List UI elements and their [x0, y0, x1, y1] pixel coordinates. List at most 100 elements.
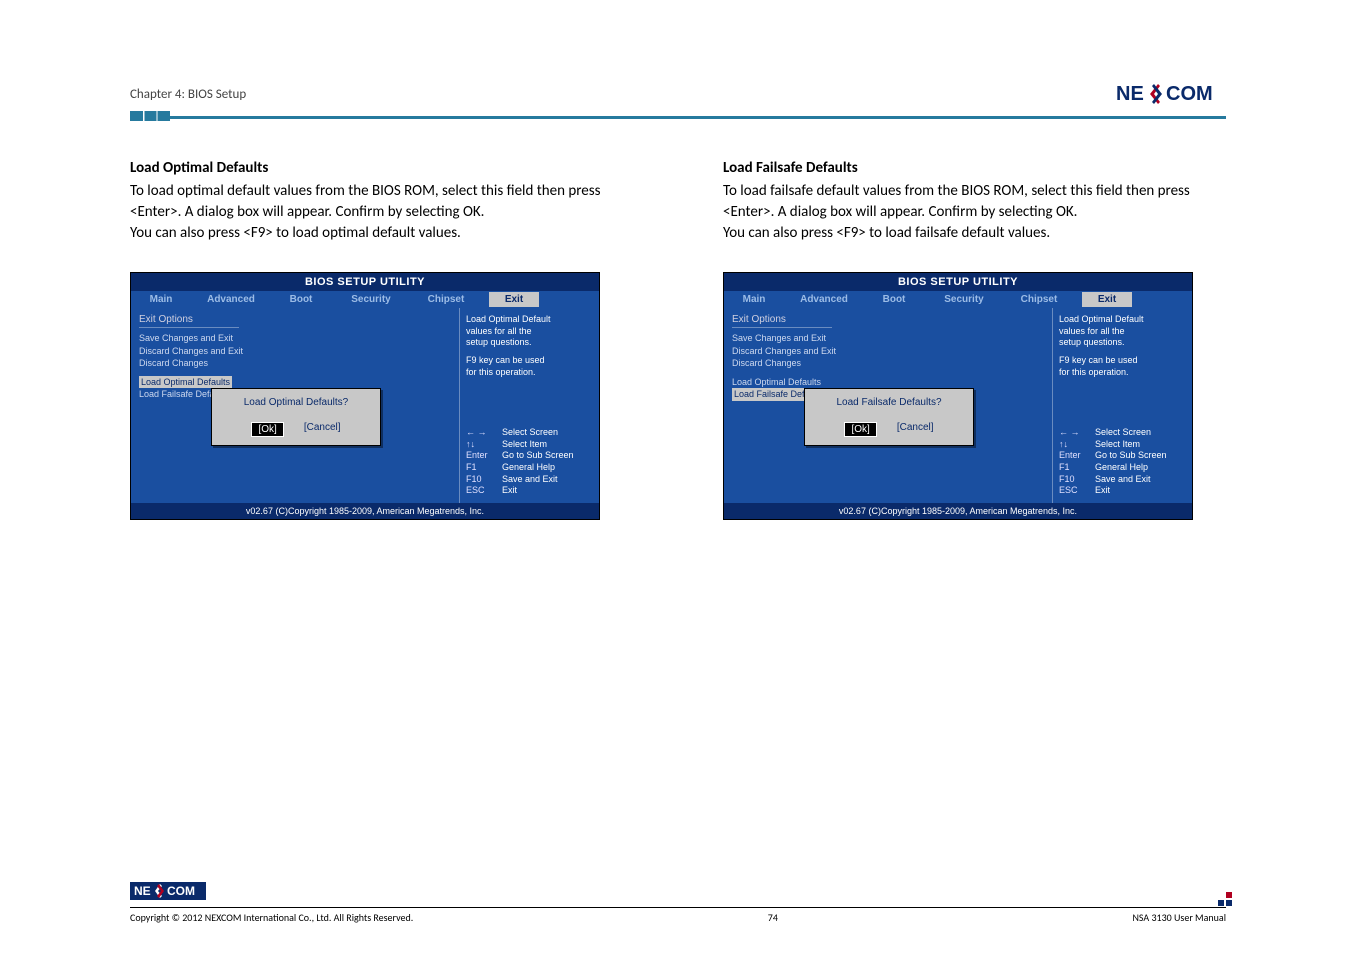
- left-title: Load Optimal Defaults: [130, 159, 633, 177]
- key-esc-2: ESC: [1059, 485, 1095, 497]
- bios-help-pane-2: Load Optimal Default values for all the …: [1052, 308, 1192, 503]
- key-lr-desc-2: Select Screen: [1095, 427, 1151, 439]
- key-enter-2: Enter: [1059, 450, 1095, 462]
- footer-copyright: Copyright © 2012 NEXCOM International Co…: [130, 911, 413, 924]
- item-save-exit[interactable]: Save Changes and Exit: [139, 332, 451, 345]
- exit-options-label: Exit Options: [139, 314, 451, 325]
- tab-boot[interactable]: Boot: [271, 291, 331, 308]
- tab-security-2[interactable]: Security: [924, 291, 1004, 308]
- bios-left-pane-2: Exit Options Save Changes and Exit Disca…: [724, 308, 1052, 503]
- key-f10-desc-2: Save and Exit: [1095, 474, 1151, 486]
- item-discard-2[interactable]: Discard Changes: [732, 357, 1044, 370]
- bios-screenshot-failsafe: BIOS SETUP UTILITY Main Advanced Boot Se…: [723, 272, 1193, 520]
- bios-screenshot-optimal: BIOS SETUP UTILITY Main Advanced Boot Se…: [130, 272, 600, 520]
- key-enter: Enter: [466, 450, 502, 462]
- footer-manual: NSA 3130 User Manual: [1132, 911, 1226, 924]
- left-body-1: To load optimal default values from the …: [130, 182, 601, 221]
- right-column: Load Failsafe Defaults To load failsafe …: [723, 159, 1226, 520]
- help-line-3b: setup questions.: [1059, 337, 1186, 349]
- tab-chipset[interactable]: Chipset: [411, 291, 481, 308]
- key-f1: F1: [466, 462, 502, 474]
- help-line-3: setup questions.: [466, 337, 593, 349]
- key-f10: F10: [466, 474, 502, 486]
- bios-footer: v02.67 (C)Copyright 1985-2009, American …: [131, 503, 599, 519]
- help-line-2: values for all the: [466, 326, 593, 338]
- bios-tabs-2: Main Advanced Boot Security Chipset Exit: [724, 291, 1192, 308]
- exit-divider: [139, 327, 239, 328]
- help-line-5b: for this operation.: [1059, 367, 1186, 379]
- key-f1-desc-2: General Help: [1095, 462, 1148, 474]
- tab-boot-2[interactable]: Boot: [864, 291, 924, 308]
- tab-advanced-2[interactable]: Advanced: [784, 291, 864, 308]
- bios-title-2: BIOS SETUP UTILITY: [724, 273, 1192, 291]
- left-body: To load optimal default values from the …: [130, 181, 633, 244]
- help-line-1b: Load Optimal Default: [1059, 314, 1186, 326]
- item-discard-exit[interactable]: Discard Changes and Exit: [139, 345, 451, 358]
- dialog-ok-button[interactable]: [Ok]: [251, 422, 283, 437]
- key-esc: ESC: [466, 485, 502, 497]
- tab-exit-2[interactable]: Exit: [1082, 292, 1132, 307]
- tab-chipset-2[interactable]: Chipset: [1004, 291, 1074, 308]
- key-ud-desc-2: Select Item: [1095, 439, 1140, 451]
- right-body-1: To load failsafe default values from the…: [723, 182, 1190, 221]
- key-f1-desc: General Help: [502, 462, 555, 474]
- item-discard[interactable]: Discard Changes: [139, 357, 451, 370]
- help-line-4b: F9 key can be used: [1059, 355, 1186, 367]
- svg-text:COM: COM: [167, 884, 195, 898]
- key-lr-desc: Select Screen: [502, 427, 558, 439]
- footer-logo: NE COM: [130, 882, 1226, 905]
- page-footer: NE COM Copyright © 2012 NEXCOM Internati…: [130, 882, 1226, 924]
- dialog-optimal: Load Optimal Defaults? [Ok] [Cancel]: [211, 388, 381, 446]
- help-line-1: Load Optimal Default: [466, 314, 593, 326]
- exit-options-label-2: Exit Options: [732, 314, 1044, 325]
- key-ud-2: ↑↓: [1059, 439, 1095, 451]
- item-load-optimal-2[interactable]: Load Optimal Defaults: [732, 376, 1044, 389]
- help-line-2b: values for all the: [1059, 326, 1186, 338]
- right-title: Load Failsafe Defaults: [723, 159, 1226, 177]
- header-rule: [130, 116, 1226, 119]
- svg-text:NE: NE: [1116, 83, 1144, 105]
- left-column: Load Optimal Defaults To load optimal de…: [130, 159, 633, 520]
- tab-advanced[interactable]: Advanced: [191, 291, 271, 308]
- key-enter-desc-2: Go to Sub Screen: [1095, 450, 1167, 462]
- dialog-question-2: Load Failsafe Defaults?: [813, 397, 965, 408]
- bios-left-pane: Exit Options Save Changes and Exit Disca…: [131, 308, 459, 503]
- dialog-question: Load Optimal Defaults?: [220, 397, 372, 408]
- key-lr-2: ← →: [1059, 427, 1095, 439]
- help-keys-2: ← →Select Screen ↑↓Select Item EnterGo t…: [1059, 427, 1186, 497]
- key-ud-desc: Select Item: [502, 439, 547, 451]
- key-esc-desc: Exit: [502, 485, 517, 497]
- bios-title: BIOS SETUP UTILITY: [131, 273, 599, 291]
- footer-page: 74: [768, 911, 778, 924]
- dialog-cancel-button-2[interactable]: [Cancel]: [897, 422, 934, 437]
- right-body-2: You can also press <F9> to load failsafe…: [723, 224, 1050, 242]
- chapter-label: Chapter 4: BIOS Setup: [130, 87, 246, 102]
- svg-text:NE: NE: [134, 884, 151, 898]
- tab-main[interactable]: Main: [131, 291, 191, 308]
- tab-security[interactable]: Security: [331, 291, 411, 308]
- dialog-cancel-button[interactable]: [Cancel]: [304, 422, 341, 437]
- bios-help-pane: Load Optimal Default values for all the …: [459, 308, 599, 503]
- help-line-5: for this operation.: [466, 367, 593, 379]
- tab-main-2[interactable]: Main: [724, 291, 784, 308]
- bios-tabs: Main Advanced Boot Security Chipset Exit: [131, 291, 599, 308]
- item-discard-exit-2[interactable]: Discard Changes and Exit: [732, 345, 1044, 358]
- footer-rule: [130, 907, 1226, 908]
- item-save-exit-2[interactable]: Save Changes and Exit: [732, 332, 1044, 345]
- page-header: Chapter 4: BIOS Setup NE COM: [130, 80, 1226, 108]
- key-lr: ← →: [466, 427, 502, 439]
- key-f10-2: F10: [1059, 474, 1095, 486]
- key-enter-desc: Go to Sub Screen: [502, 450, 574, 462]
- help-line-4: F9 key can be used: [466, 355, 593, 367]
- item-load-optimal[interactable]: Load Optimal Defaults: [139, 376, 232, 389]
- bios-footer-2: v02.67 (C)Copyright 1985-2009, American …: [724, 503, 1192, 519]
- footer-deco-icon: [1218, 892, 1232, 910]
- key-esc-desc-2: Exit: [1095, 485, 1110, 497]
- key-f1-2: F1: [1059, 462, 1095, 474]
- svg-text:COM: COM: [1166, 83, 1213, 105]
- tab-exit[interactable]: Exit: [489, 292, 539, 307]
- right-body: To load failsafe default values from the…: [723, 181, 1226, 244]
- dialog-failsafe: Load Failsafe Defaults? [Ok] [Cancel]: [804, 388, 974, 446]
- dialog-ok-button-2[interactable]: [Ok]: [844, 422, 876, 437]
- key-f10-desc: Save and Exit: [502, 474, 558, 486]
